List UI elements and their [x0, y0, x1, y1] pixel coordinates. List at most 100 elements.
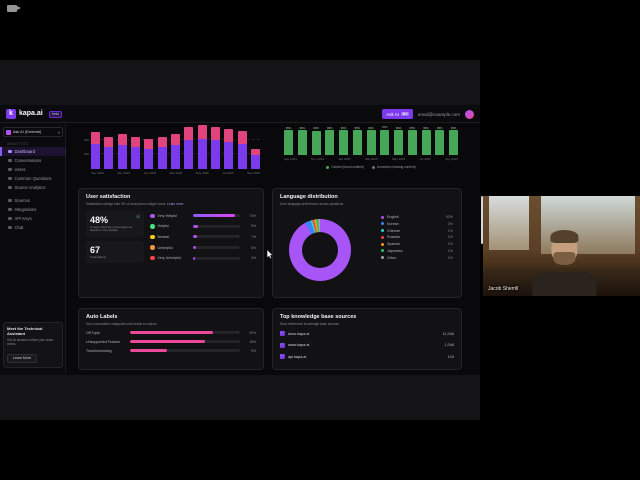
source-count: 11,046 — [442, 331, 454, 336]
sidebar-item-conversations[interactable]: Conversations — [0, 156, 66, 165]
legend-dot — [381, 249, 384, 253]
scrollbar-thumb[interactable] — [481, 196, 483, 244]
bar-top-segment — [104, 136, 114, 148]
rating-label: Helpful — [157, 224, 169, 229]
sidebar-item-label: Source Analytics — [14, 185, 46, 190]
legend-item: English 92% — [381, 215, 453, 219]
x-axis-label: Sep 2025 — [247, 171, 260, 175]
rating-bar-fill — [192, 256, 195, 260]
bar-group: 95% — [352, 126, 362, 155]
rating-bar-track — [192, 224, 240, 228]
bar-group: 96% — [366, 126, 376, 155]
sidebar-item-dashboard[interactable]: Dashboard — [0, 147, 66, 156]
stat-description: of users rated the conversation as Helpf… — [90, 224, 133, 233]
rating-row: Very Unhelpful 4% — [150, 255, 256, 261]
legend-item: Korean 3% — [381, 222, 453, 226]
rating-value: 74% — [249, 213, 256, 218]
legend-dot — [371, 165, 375, 169]
header-actions: Ask AI ⌘K email@example.com — [382, 109, 474, 119]
dashboard-icon — [8, 149, 12, 154]
legend-label: English — [387, 215, 399, 219]
sidebar-item-api-keys[interactable]: API Keys — [0, 214, 66, 223]
certainty-legend: Certain (found content) Uncertain (missin… — [280, 165, 462, 169]
questions-x-axis: Sep 2024 Nov 2024 Jan 2025 Mar 2025 May 2025… — [91, 171, 260, 175]
source-row[interactable]: www.kapa.ai 1,046 — [280, 341, 454, 349]
bar-value-label: 96% — [340, 125, 347, 130]
legend-value: 92% — [445, 215, 453, 219]
bar-value-label: 97% — [381, 125, 388, 130]
sidebar-item-integrations[interactable]: Integrations — [0, 205, 66, 214]
x-axis-label: Mar 2025 — [169, 171, 183, 175]
auto-label-track — [130, 340, 240, 343]
bar — [407, 130, 417, 155]
legend-value: 1% — [447, 255, 453, 260]
auto-label-fill — [130, 340, 205, 343]
bar — [170, 134, 180, 169]
user-avatar[interactable] — [465, 109, 474, 119]
legend-item: Japanese 1% — [381, 249, 453, 253]
questions-plot-area: 400 800 — [84, 125, 260, 169]
project-selector[interactable]: Ask AI (External) ▾ — [3, 127, 63, 137]
conversations-icon — [8, 158, 12, 163]
sidebar-item-label: Integrations — [14, 207, 37, 212]
learn-more-button[interactable]: Learn More — [7, 353, 37, 363]
bar — [197, 125, 207, 169]
x-axis-label: Mar 2025 — [364, 157, 378, 161]
learn-more-link[interactable]: Learn more — [167, 201, 184, 206]
person-hair — [549, 230, 578, 243]
bar — [421, 130, 431, 155]
bar — [311, 130, 321, 155]
webcam-overlay: Jacob Sherrill — [483, 196, 640, 296]
sidebar-item-label: API Keys — [14, 216, 32, 221]
bar-value-label: 95% — [409, 125, 416, 130]
source-name: api.kapa.ai — [288, 354, 307, 359]
app-header: k kapa.ai beta Ask AI ⌘K email@example.c… — [0, 105, 480, 123]
x-axis-label: Nov 2024 — [117, 171, 131, 175]
auto-label-row: Troubleshooting 9% — [86, 349, 256, 353]
auto-label-value: 9% — [251, 348, 256, 353]
legend-dot — [381, 256, 384, 260]
ask-ai-button[interactable]: Ask AI ⌘K — [382, 109, 413, 119]
sidebar-item-users[interactable]: Users — [0, 165, 66, 174]
source-list: docs.kapa.ai 11,046 www.kapa.ai 1,046 api.ka… — [280, 330, 454, 361]
project-name: Ask AI (External) — [13, 130, 42, 134]
auto-label-track — [130, 349, 240, 352]
language-donut-chart — [289, 219, 351, 281]
rating-bar-track — [192, 246, 240, 250]
kapa-logo-icon: k — [6, 109, 16, 119]
sidebar-item-label: Chat — [14, 225, 24, 230]
sidebar-item-chat[interactable]: Chat — [0, 223, 66, 232]
sidebar-item-sources[interactable]: Sources — [0, 196, 66, 205]
satisfaction-stats: 48% ☺ of users rated the conversation as… — [86, 210, 144, 264]
user-satisfaction-card: User satisfaction Satisfaction ratings f… — [78, 188, 264, 298]
bar-bottom-segment — [104, 147, 114, 169]
legend-item: Spanish 1% — [381, 242, 453, 246]
camera-icon — [7, 5, 21, 12]
window-pane — [489, 196, 529, 250]
bar-value-label: 94% — [313, 126, 319, 131]
very-helpful-icon — [150, 213, 155, 218]
source-count: 1,046 — [444, 343, 454, 347]
satisfaction-body: 48% ☺ of users rated the conversation as… — [86, 210, 256, 264]
rating-bar-fill — [192, 246, 196, 250]
knowledge-sources-card: Top knowledge base sources Most referenc… — [272, 308, 462, 370]
auto-label-name: Troubleshooting — [86, 348, 112, 353]
ask-ai-label: Ask AI — [386, 111, 400, 117]
bar-bottom-segment — [117, 145, 127, 169]
sidebar-item-source-analytics[interactable]: Source Analytics — [0, 183, 66, 192]
bar — [284, 130, 293, 155]
auto-label-row: Unsupported Feature 18% — [86, 340, 256, 344]
bar-top-segment — [250, 148, 260, 156]
stat-label: Total Ratings — [90, 254, 107, 259]
legend-item: Chinese 1% — [381, 229, 453, 233]
bar-bottom-segment — [237, 143, 247, 169]
source-row[interactable]: docs.kapa.ai 11,046 — [280, 330, 454, 338]
source-row[interactable]: api.kapa.ai 104 — [280, 353, 454, 361]
card-subtitle: Most referenced knowledge base sources — [280, 321, 340, 326]
bar — [435, 130, 445, 155]
bar — [352, 130, 362, 155]
bar-top-segment — [224, 128, 234, 142]
rating-value: 9% — [251, 224, 256, 229]
sidebar-item-common-questions[interactable]: Common Questions — [0, 174, 66, 183]
